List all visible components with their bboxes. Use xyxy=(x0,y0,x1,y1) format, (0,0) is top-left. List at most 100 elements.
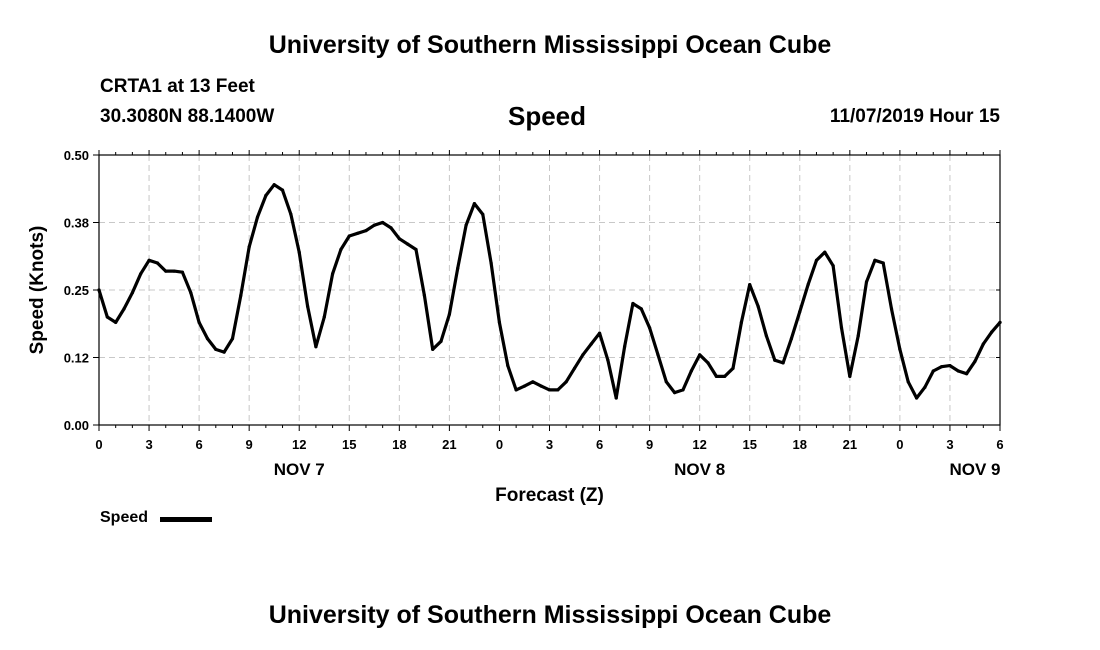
data-point xyxy=(339,247,343,252)
data-point xyxy=(998,320,1002,324)
data-point xyxy=(773,358,777,362)
data-point xyxy=(347,234,351,238)
x-tick-label: 9 xyxy=(246,437,253,452)
x-tick-label: 6 xyxy=(996,437,1003,452)
x-tick-label: 3 xyxy=(546,437,553,452)
data-point xyxy=(806,283,810,287)
data-point xyxy=(489,261,493,265)
data-point xyxy=(431,347,435,351)
y-tick-label: 0.50 xyxy=(64,148,89,163)
data-point xyxy=(205,337,210,341)
x-tick-label: 3 xyxy=(946,437,953,452)
data-point xyxy=(230,337,235,341)
data-point xyxy=(831,264,835,268)
data-point xyxy=(556,388,560,392)
data-point xyxy=(247,245,251,249)
data-point xyxy=(472,202,477,206)
data-point xyxy=(597,331,602,335)
x-tick-label: 9 xyxy=(646,437,653,452)
data-point xyxy=(973,359,977,363)
data-point xyxy=(689,369,693,373)
x-tick-label: 6 xyxy=(195,437,202,452)
data-point xyxy=(839,326,844,330)
data-point xyxy=(990,330,994,334)
data-point xyxy=(305,304,310,308)
data-point xyxy=(506,364,510,368)
data-point xyxy=(406,242,410,246)
data-point xyxy=(889,307,894,311)
x-tick-label: 0 xyxy=(496,437,503,452)
data-point xyxy=(381,220,385,225)
data-point xyxy=(906,380,910,384)
legend-label: Speed xyxy=(100,509,149,526)
data-point xyxy=(456,266,460,270)
data-point xyxy=(139,272,143,276)
data-point xyxy=(706,361,710,365)
data-point xyxy=(639,307,643,311)
data-point xyxy=(564,380,568,384)
data-point xyxy=(255,215,260,219)
data-point xyxy=(739,320,743,324)
data-point xyxy=(122,307,126,311)
data-point xyxy=(414,247,418,252)
data-point xyxy=(497,320,502,324)
grid-layer xyxy=(99,155,1000,425)
data-point xyxy=(648,326,652,330)
x-tick-label: 15 xyxy=(742,437,756,452)
legend-line-swatch xyxy=(160,517,212,522)
data-point xyxy=(923,385,927,389)
data-point xyxy=(572,366,577,370)
data-point xyxy=(873,258,877,262)
data-point xyxy=(881,261,885,265)
y-tick-label: 0.38 xyxy=(64,216,89,231)
data-point xyxy=(197,320,201,324)
data-point xyxy=(222,350,226,354)
data-point xyxy=(114,320,118,324)
data-point xyxy=(948,364,952,368)
data-point xyxy=(147,258,151,262)
data-point xyxy=(681,388,685,392)
data-point xyxy=(631,301,635,306)
station-coordinates: 30.3080N 88.1400W xyxy=(100,106,275,127)
x-tick-label: 18 xyxy=(793,437,807,452)
data-point xyxy=(698,353,702,357)
data-point xyxy=(656,353,660,357)
series-layer xyxy=(97,183,1002,400)
data-point xyxy=(664,380,668,384)
x-tick-label: 12 xyxy=(692,437,706,452)
data-point xyxy=(514,388,518,392)
data-point xyxy=(748,283,752,287)
data-point xyxy=(781,361,785,365)
day-label: NOV 8 xyxy=(674,460,725,479)
x-tick-label: 18 xyxy=(392,437,406,452)
day-label: NOV 7 xyxy=(274,460,325,479)
station-name: CRTA1 at 13 Feet xyxy=(100,76,255,97)
data-point xyxy=(814,258,819,262)
footer-title: University of Southern Mississippi Ocean… xyxy=(268,601,832,629)
data-point xyxy=(422,293,426,297)
x-axis-title: Forecast (Z) xyxy=(495,485,604,506)
data-point xyxy=(172,269,176,273)
data-point xyxy=(97,288,101,292)
data-point xyxy=(481,212,485,216)
data-point xyxy=(789,337,794,341)
data-point xyxy=(322,315,326,319)
x-tick-label: 0 xyxy=(95,437,102,452)
x-tick-label: 12 xyxy=(292,437,306,452)
data-point xyxy=(330,272,335,276)
y-tick-label: 0.12 xyxy=(64,351,89,366)
data-point xyxy=(956,369,960,373)
data-point xyxy=(272,183,276,187)
x-tick-label: 21 xyxy=(442,437,456,452)
data-point xyxy=(539,384,543,388)
data-point xyxy=(239,293,243,297)
data-point xyxy=(264,193,268,198)
data-point xyxy=(364,229,368,233)
data-point xyxy=(589,342,593,346)
data-point xyxy=(864,280,869,284)
data-point xyxy=(531,380,535,384)
x-tick-label: 21 xyxy=(843,437,857,452)
data-point xyxy=(931,369,935,373)
variable-title: Speed xyxy=(508,101,587,131)
